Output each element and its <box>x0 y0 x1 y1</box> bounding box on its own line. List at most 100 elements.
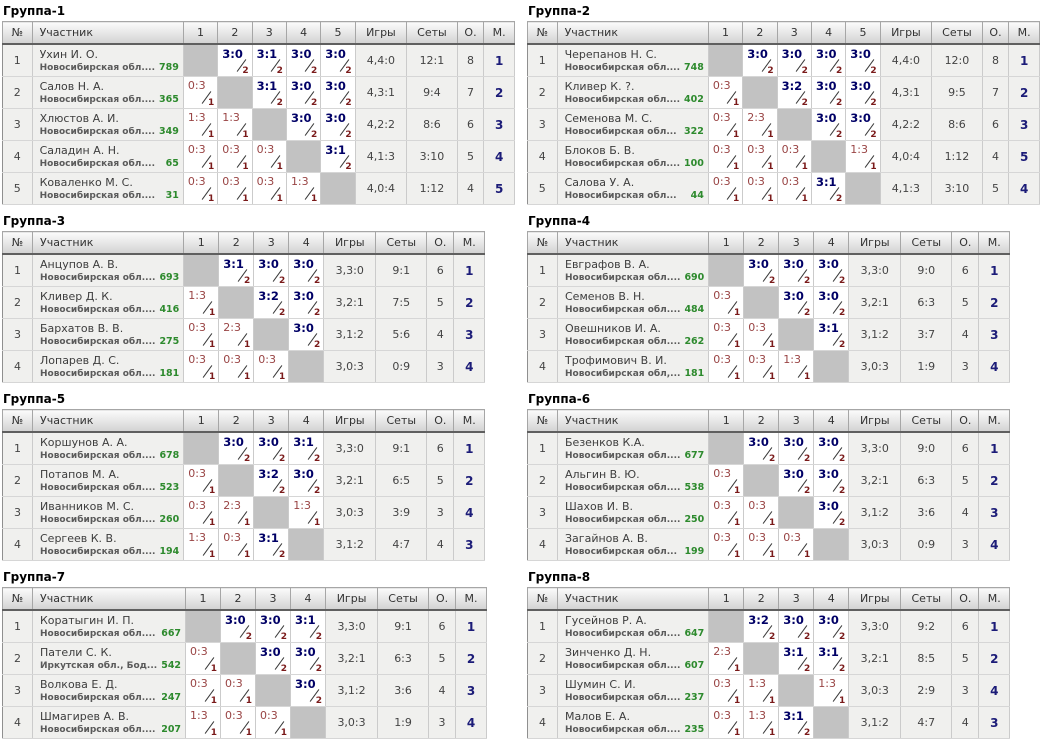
col-place: М. <box>978 231 1011 255</box>
match-score: 0:3 <box>712 143 731 156</box>
match-score: 3:0 <box>293 257 314 271</box>
result-cell: 3:0 2 <box>286 44 322 77</box>
result-cell: 3:1 2 <box>811 172 847 205</box>
col-place: М. <box>978 587 1011 611</box>
result-cell: 1:3 1 <box>743 674 780 707</box>
match-points: 1 <box>801 162 808 172</box>
participant-subline: Иркутская обл., Бод... 542 <box>40 660 181 672</box>
match-score: 0:3 <box>747 175 765 188</box>
participant-row: 5 Коваленко М. С. Новосибирская обл.... 31 0… <box>2 172 515 205</box>
games-cell: 3,0:3 <box>325 706 379 739</box>
col-place: М. <box>1008 21 1040 45</box>
participant-subline: Новосибирская обл.... 677 <box>565 450 704 462</box>
sets-cell: 9:1 <box>375 432 428 465</box>
place-cell: 3 <box>455 674 488 707</box>
row-number: 2 <box>527 464 558 497</box>
result-cell: 0:3 1 <box>743 528 780 561</box>
participant-cell: Сергеев К. В. Новосибирская обл.... 194 <box>32 528 185 561</box>
participant-row: 1 Евграфов В. А. Новосибирская обл.... 690 3… <box>527 254 1011 287</box>
participant-subline: Новосибирская обл.... 247 <box>40 692 181 704</box>
participant-name: Патели С. К. <box>40 645 112 659</box>
match-score: 3:0 <box>783 289 804 303</box>
sets-cell: 3:9 <box>375 496 428 529</box>
sets-cell: 2:9 <box>900 674 953 707</box>
result-cell: 0:3 1 <box>708 318 745 351</box>
result-cell: 1:3 1 <box>286 172 322 205</box>
group-title: Группа-5 <box>3 392 66 406</box>
participant-row: 2 Патели С. К. Иркутская обл., Бод... 542 0:… <box>2 642 488 675</box>
self-cell <box>845 172 881 205</box>
result-cell: 0:3 1 <box>743 318 780 351</box>
result-cell: 0:3 1 <box>218 528 255 561</box>
match-score: 3:0 <box>260 645 281 659</box>
participant-name: Шмагирев А. В. <box>40 709 130 723</box>
participant-subline: Новосибирская обл.... 237 <box>565 692 704 704</box>
col-games: Игры <box>354 21 408 45</box>
points-cell: 3 <box>951 350 980 383</box>
match-score: 3:0 <box>818 499 839 513</box>
group-section-3: Группа-3 № Участник 1 2 3 4 Игры Сеты О. М. 1 Анцуп… <box>2 212 515 383</box>
participant-rating: 402 <box>684 93 704 105</box>
games-cell: 3,1:2 <box>325 674 379 707</box>
participant-row: 4 Сергеев К. В. Новосибирская обл.... 194 1:… <box>2 528 486 561</box>
col-sets: Сеты <box>900 231 953 255</box>
participant-row: 2 Альгин В. Ю. Новосибирская обл.... 538 0:3… <box>527 464 1011 497</box>
games-cell: 3,2:1 <box>848 464 902 497</box>
participant-rating: 789 <box>159 61 179 73</box>
result-cell: 3:0 2 <box>320 76 356 109</box>
col-sets: Сеты <box>900 409 953 433</box>
result-cell: 3:0 2 <box>845 44 881 77</box>
participant-cell: Коршунов А. А. Новосибирская обл.... 678 <box>32 432 185 465</box>
match-points: 1 <box>732 162 740 172</box>
header-row: № Участник 1 2 3 4 Игры Сеты О. М. <box>2 409 486 433</box>
row-number: 3 <box>2 318 33 351</box>
row-number: 1 <box>2 610 33 643</box>
match-points: 2 <box>314 276 321 286</box>
participant-rating: 250 <box>684 513 705 525</box>
participant-name: Малов Е. А. <box>565 709 630 723</box>
participant-rating: 748 <box>684 61 704 73</box>
result-cell: 3:0 2 <box>743 254 780 287</box>
participant-cell: Потапов М. А. Новосибирская обл.... 523 <box>32 464 185 497</box>
match-points: 1 <box>276 194 283 204</box>
participant-region: Новосибирская обл.... <box>40 546 156 557</box>
match-score: 0:3 <box>223 531 241 544</box>
result-cell: 3:0 2 <box>288 286 325 319</box>
match-points: 2 <box>801 98 808 108</box>
sets-cell: 8:5 <box>900 642 953 675</box>
result-cell: 0:3 1 <box>708 528 745 561</box>
match-points: 1 <box>209 372 216 382</box>
col-match-3: 3 <box>778 409 815 433</box>
match-score: 0:3 <box>748 499 766 512</box>
result-cell: 0:3 1 <box>777 172 812 205</box>
place-cell: 1 <box>978 432 1011 465</box>
self-cell <box>183 432 220 465</box>
result-cell: 3:0 2 <box>286 76 322 109</box>
participant-subline: Новосибирская обл.... 260 <box>40 514 179 526</box>
result-cell: 3:1 2 <box>320 140 356 173</box>
participant-subline: Новосибирская обл.... 690 <box>565 272 704 284</box>
result-cell: 3:0 2 <box>255 642 292 675</box>
participant-subline: Новосибирская обл.... 250 <box>565 514 704 526</box>
result-cell: 0:3 1 <box>183 464 220 497</box>
self-cell <box>708 432 745 465</box>
match-points: 2 <box>244 454 251 464</box>
match-score: 0:3 <box>748 353 766 366</box>
result-cell: 0:3 1 <box>218 350 255 383</box>
match-score: 1:3 <box>783 353 801 366</box>
match-points: 1 <box>209 550 216 560</box>
result-cell: 1:3 1 <box>813 674 850 707</box>
points-cell: 8 <box>457 44 485 77</box>
games-cell: 3,1:2 <box>323 318 377 351</box>
result-cell: 3:0 2 <box>813 610 850 643</box>
sets-cell: 9:1 <box>375 254 428 287</box>
match-score: 0:3 <box>190 677 208 690</box>
participant-region: Новосибирская обл.... <box>565 272 681 283</box>
participant-row: 3 Овешников И. А. Новосибирская обл.... 262… <box>527 318 1011 351</box>
participant-name: Гусейнов Р. А. <box>565 613 647 627</box>
row-number: 4 <box>2 140 33 173</box>
result-cell: 0:3 1 <box>185 674 222 707</box>
participant-cell: Малов Е. А. Новосибирская обл.... 235 <box>557 706 710 739</box>
points-cell: 5 <box>982 172 1010 205</box>
participant-cell: Альгин В. Ю. Новосибирская обл.... 538 <box>557 464 710 497</box>
